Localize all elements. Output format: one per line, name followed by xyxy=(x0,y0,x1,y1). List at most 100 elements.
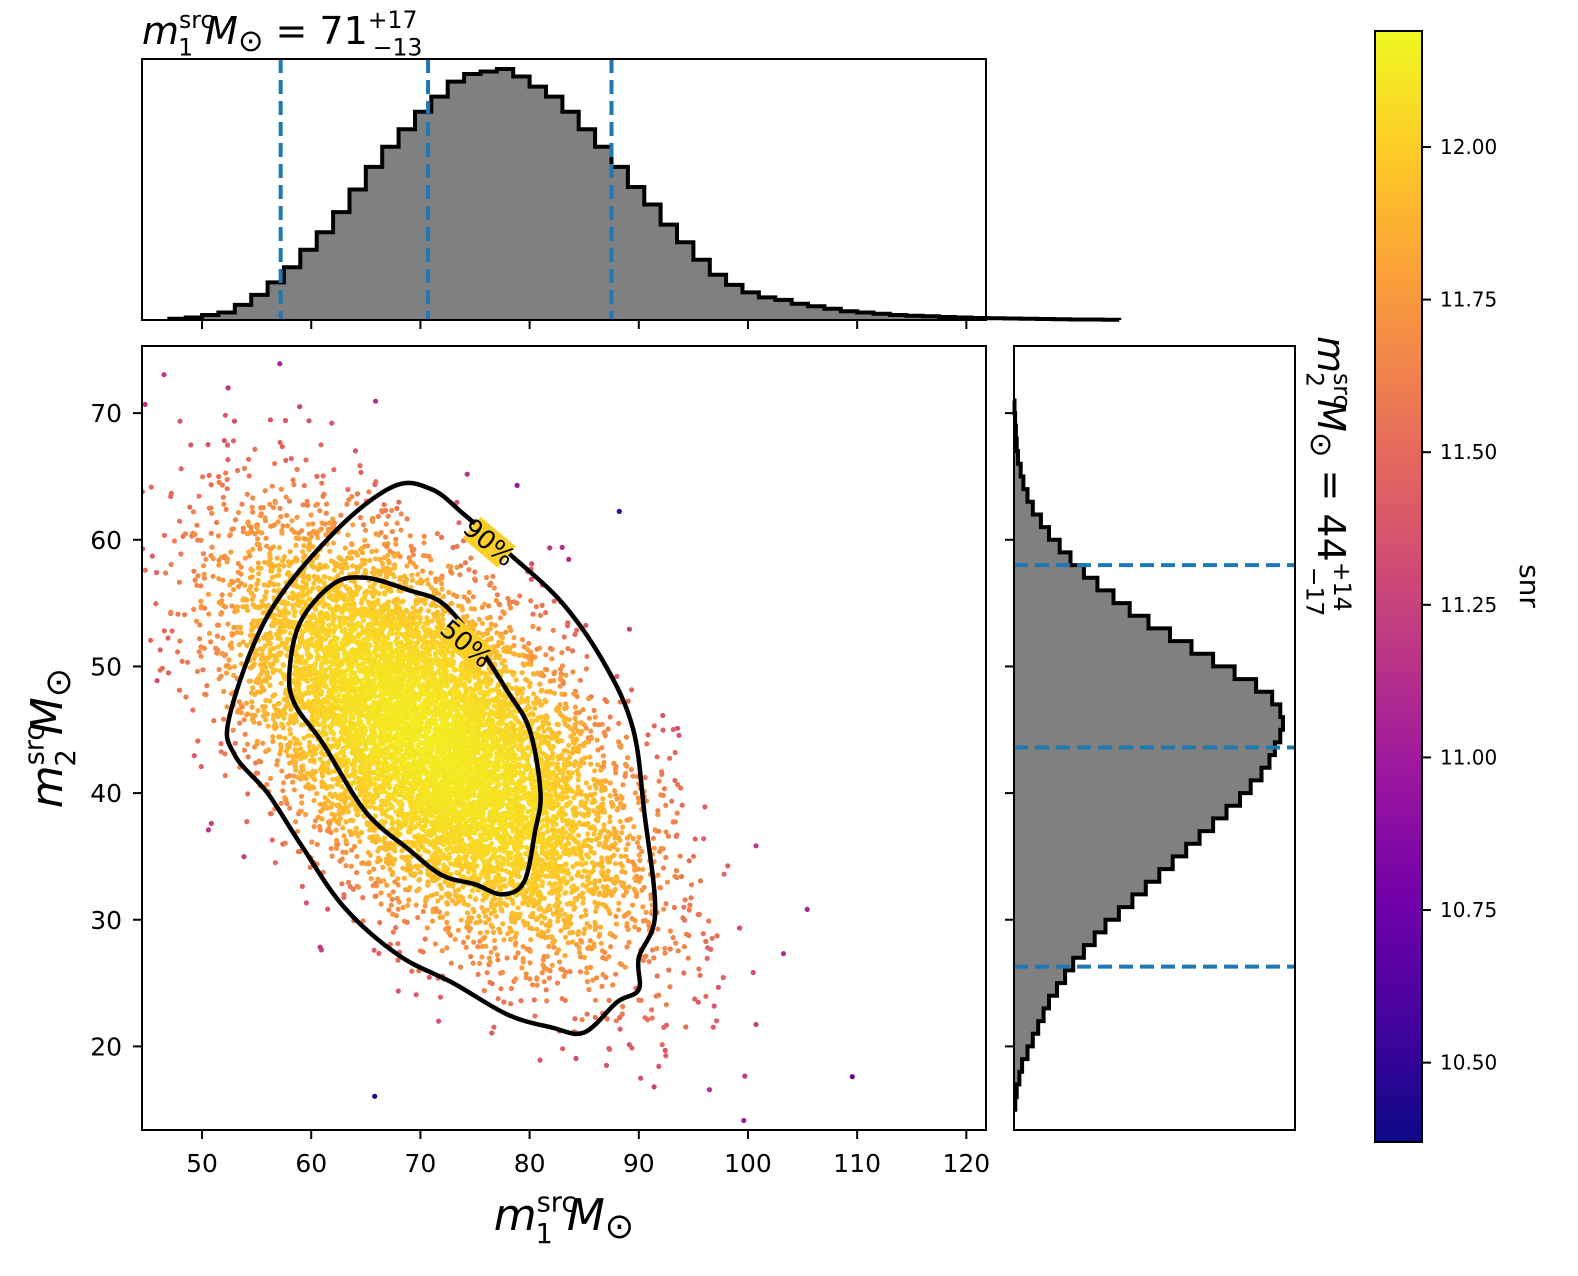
scatter-point xyxy=(270,716,276,722)
scatter-point xyxy=(601,892,607,899)
scatter-point xyxy=(389,528,395,535)
scatter-point xyxy=(317,508,323,514)
scatter-point xyxy=(243,700,249,706)
scatter-point xyxy=(645,732,651,738)
scatter-point xyxy=(600,955,606,961)
scatter-point xyxy=(587,824,593,830)
scatter-point xyxy=(411,840,417,846)
scatter-point xyxy=(434,531,440,537)
scatter-point xyxy=(254,581,260,587)
scatter-point xyxy=(242,555,248,561)
scatter-point xyxy=(616,900,622,906)
scatter-point xyxy=(277,505,283,511)
scatter-point xyxy=(265,747,272,753)
scatter-point xyxy=(277,742,284,748)
scatter-point xyxy=(675,782,681,788)
scatter-point xyxy=(495,683,501,689)
scatter-point xyxy=(472,569,478,575)
scatter-point xyxy=(231,664,238,670)
scatter-point xyxy=(555,918,561,924)
scatter-point xyxy=(553,765,560,771)
scatter-point xyxy=(680,915,686,921)
scatter-point xyxy=(222,751,228,757)
scatter-point xyxy=(268,546,274,552)
scatter-point xyxy=(576,893,583,899)
scatter-point xyxy=(521,899,527,905)
scatter-point xyxy=(648,896,654,902)
scatter-point xyxy=(194,582,200,588)
scatter-point xyxy=(246,473,252,479)
scatter-point xyxy=(360,550,366,556)
scatter-point xyxy=(444,900,450,906)
scatter-point xyxy=(688,882,695,888)
scatter-point xyxy=(609,892,615,898)
scatter-point xyxy=(285,753,291,759)
scatter-point xyxy=(562,953,568,959)
scatter-point xyxy=(557,711,563,717)
scatter-point xyxy=(494,864,500,870)
scatter-point xyxy=(333,827,339,833)
scatter-point xyxy=(345,486,351,493)
scatter-point xyxy=(276,572,282,578)
scatter-point xyxy=(614,807,620,813)
scatter-point xyxy=(366,489,372,495)
scatter-point xyxy=(520,956,526,962)
scatter-point xyxy=(607,931,613,937)
scatter-point xyxy=(531,691,537,697)
scatter-point xyxy=(221,716,227,722)
scatter-point xyxy=(539,929,545,935)
scatter-point xyxy=(252,531,258,537)
scatter-point xyxy=(429,585,435,591)
scatter-point xyxy=(513,976,519,982)
scatter-point xyxy=(592,899,598,906)
scatter-point xyxy=(357,838,363,845)
scatter-point xyxy=(196,649,202,655)
scatter-point xyxy=(660,727,666,733)
scatter-point xyxy=(469,915,475,921)
scatter-point xyxy=(491,1024,497,1030)
scatter-point xyxy=(269,483,275,489)
scatter-point xyxy=(422,903,428,909)
scatter-point xyxy=(216,622,222,628)
scatter-point xyxy=(271,581,277,588)
scatter-point xyxy=(737,925,743,931)
scatter-point xyxy=(593,785,599,791)
scatter-point xyxy=(539,920,545,926)
scatter-point xyxy=(297,741,303,747)
scatter-point xyxy=(413,992,419,998)
scatter-point xyxy=(780,951,787,957)
scatter-point xyxy=(559,996,565,1002)
scatter-point xyxy=(584,979,591,985)
scatter-point xyxy=(306,733,312,739)
scatter-point xyxy=(588,964,594,971)
scatter-point xyxy=(231,586,237,593)
scatter-point xyxy=(538,913,544,919)
scatter-point xyxy=(569,750,576,756)
scatter-point xyxy=(294,828,300,835)
scatter-point xyxy=(560,1046,566,1052)
scatter-point xyxy=(267,417,273,423)
scatter-point xyxy=(383,856,390,862)
scatter-point xyxy=(501,937,507,943)
scatter-point xyxy=(563,672,569,678)
scatter-point xyxy=(299,697,305,704)
scatter-point xyxy=(537,905,543,911)
scatter-point xyxy=(293,718,299,724)
scatter-point xyxy=(325,762,331,768)
scatter-point xyxy=(607,814,613,820)
scatter-point xyxy=(331,467,337,473)
scatter-point xyxy=(222,412,228,418)
scatter-point xyxy=(544,998,550,1004)
scatter-point xyxy=(593,817,599,823)
scatter-point xyxy=(287,702,293,708)
scatter-point xyxy=(394,520,400,526)
scatter-point xyxy=(353,825,359,831)
scatter-point xyxy=(446,930,452,936)
scatter-point xyxy=(685,955,691,961)
scatter-point xyxy=(349,847,355,853)
scatter-point xyxy=(473,896,479,902)
scatter-point xyxy=(586,944,592,950)
scatter-point xyxy=(629,687,635,693)
scatter-point xyxy=(215,647,221,653)
scatter-point xyxy=(317,756,323,762)
